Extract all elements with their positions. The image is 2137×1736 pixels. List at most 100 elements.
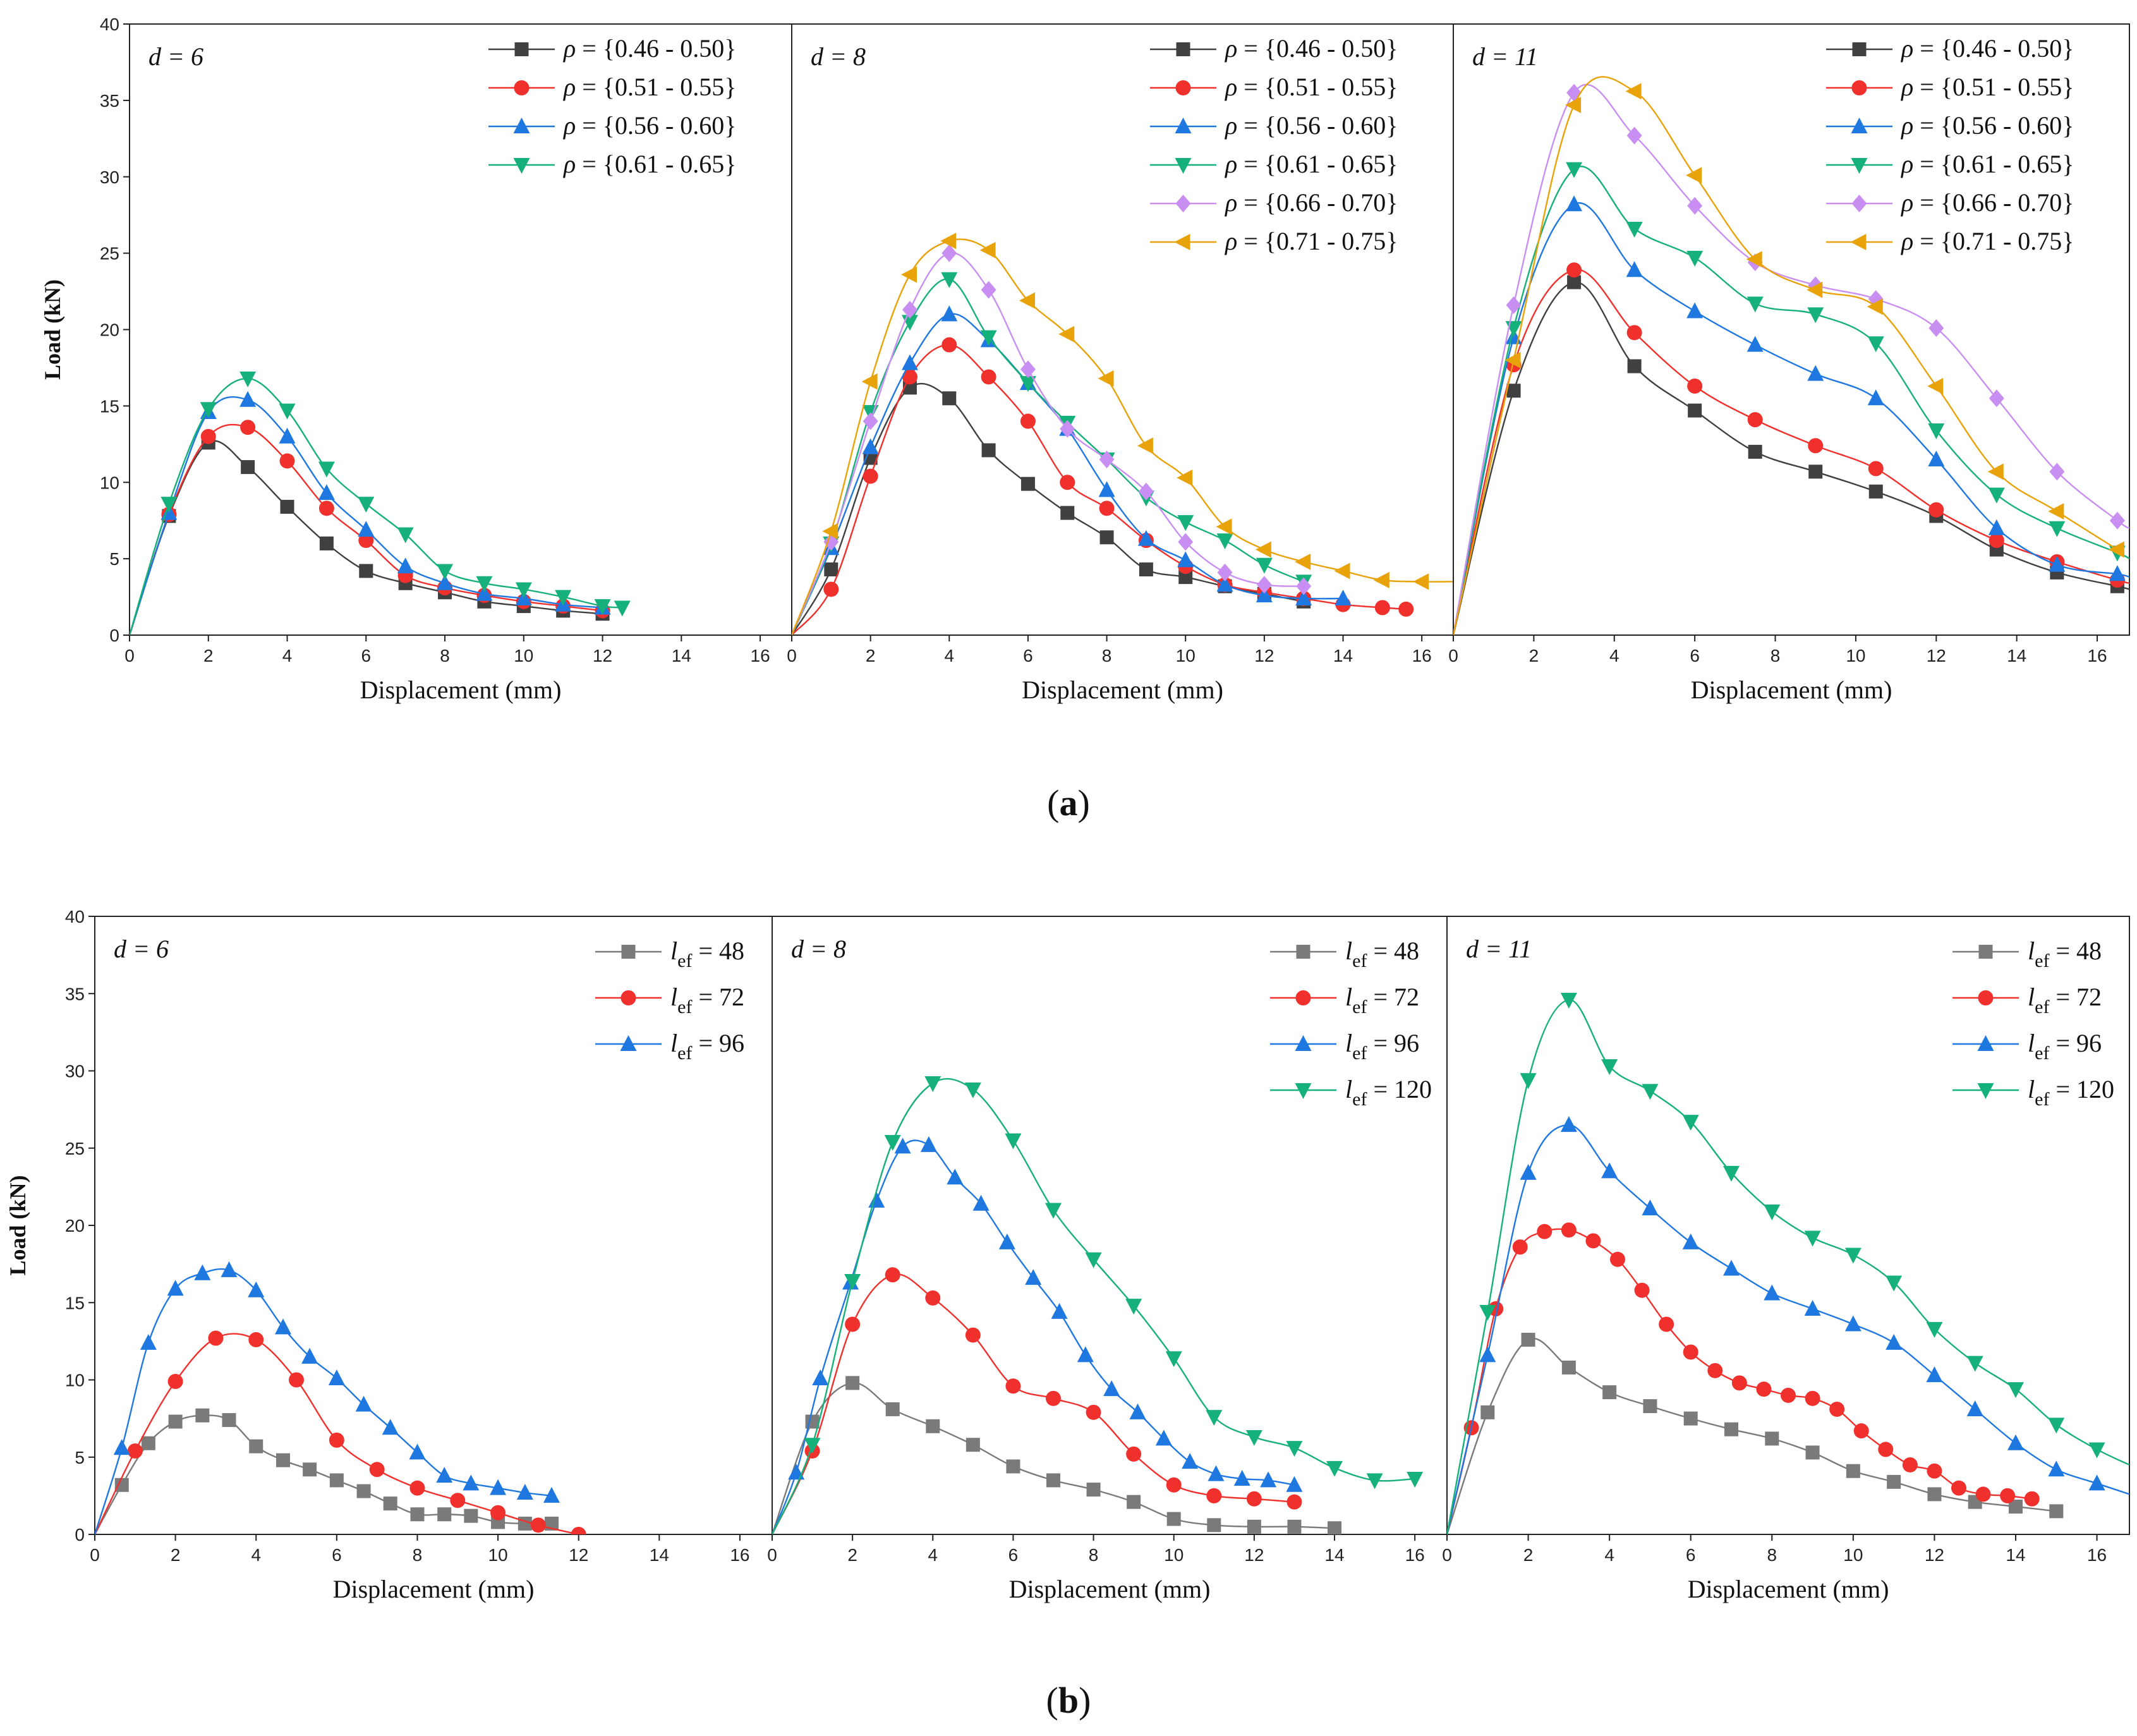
data-point bbox=[515, 582, 532, 598]
data-point bbox=[356, 1484, 371, 1498]
data-point bbox=[1103, 1380, 1120, 1397]
panel-letter-a: (a) bbox=[1047, 782, 1090, 823]
data-point bbox=[981, 369, 996, 385]
data-point bbox=[397, 557, 414, 574]
data-point bbox=[221, 1261, 238, 1277]
data-point bbox=[941, 272, 958, 288]
data-point bbox=[1098, 481, 1115, 497]
data-point bbox=[318, 461, 335, 478]
data-point bbox=[1626, 325, 1642, 341]
data-point bbox=[1887, 1474, 1901, 1489]
data-point bbox=[824, 562, 838, 577]
data-point bbox=[1747, 412, 1763, 428]
y-tick-label: 20 bbox=[100, 320, 119, 340]
data-point bbox=[1217, 563, 1233, 581]
data-point bbox=[1846, 1464, 1860, 1478]
data-point bbox=[1060, 420, 1075, 438]
data-point bbox=[2000, 1488, 2016, 1503]
x-tick-label: 6 bbox=[361, 646, 371, 665]
series-line bbox=[792, 344, 1407, 635]
data-point bbox=[1099, 450, 1115, 468]
y-tick-label: 30 bbox=[100, 167, 119, 187]
data-point bbox=[1748, 444, 1762, 459]
legend-item: ρ = {0.66 - 0.70} bbox=[1826, 188, 2074, 217]
data-point bbox=[1020, 360, 1036, 379]
data-point bbox=[1479, 1346, 1496, 1363]
data-point bbox=[329, 1432, 344, 1448]
x-tick-label: 4 bbox=[928, 1545, 938, 1565]
data-point bbox=[1724, 1422, 1738, 1436]
data-point bbox=[1060, 475, 1075, 490]
series-3 bbox=[1453, 195, 2129, 635]
plot-frame bbox=[1446, 916, 2130, 1535]
data-point bbox=[1567, 275, 1582, 289]
series-6 bbox=[1453, 76, 2124, 635]
data-point bbox=[1295, 589, 1312, 605]
legend-item: ρ = {0.51 - 0.55} bbox=[488, 73, 736, 101]
data-point bbox=[571, 1527, 586, 1534]
x-tick-label: 16 bbox=[1412, 646, 1432, 665]
data-point bbox=[924, 1076, 941, 1093]
data-point bbox=[901, 354, 918, 370]
data-point bbox=[1807, 365, 1824, 381]
data-point bbox=[925, 1290, 941, 1306]
data-point bbox=[902, 301, 917, 319]
x-tick-label: 6 bbox=[1690, 646, 1700, 665]
legend-label: lef = 72 bbox=[1345, 983, 1419, 1017]
panel-d-label: d = 6 bbox=[148, 42, 203, 71]
data-point bbox=[248, 1332, 264, 1347]
data-point bbox=[1098, 370, 1114, 387]
legend-label: lef = 72 bbox=[2028, 983, 2102, 1017]
x-axis-label: Displacement (mm) bbox=[1688, 1575, 1889, 1603]
data-point bbox=[1764, 1284, 1781, 1301]
data-point bbox=[1165, 1351, 1182, 1368]
legend-label: ρ = {0.46 - 0.50} bbox=[1900, 34, 2074, 63]
data-point bbox=[981, 281, 996, 299]
series-3 bbox=[130, 391, 611, 635]
data-point bbox=[1046, 1390, 1061, 1406]
data-point bbox=[1137, 437, 1153, 454]
legend-item: lef = 96 bbox=[1952, 1029, 2102, 1064]
y-tick-label: 20 bbox=[65, 1216, 85, 1235]
data-point bbox=[383, 1496, 397, 1511]
data-point bbox=[1334, 562, 1350, 580]
data-point bbox=[1125, 1299, 1142, 1315]
data-point bbox=[222, 1413, 236, 1428]
y-tick-label: 10 bbox=[65, 1371, 85, 1390]
data-point bbox=[450, 1493, 466, 1508]
legend-item: ρ = {0.51 - 0.55} bbox=[1826, 73, 2074, 101]
data-point bbox=[972, 1194, 990, 1211]
data-point bbox=[141, 1436, 155, 1450]
data-point bbox=[1077, 1346, 1094, 1363]
series-4 bbox=[130, 371, 631, 635]
x-tick-label: 16 bbox=[2087, 646, 2107, 665]
x-axis-label: Displacement (mm) bbox=[360, 676, 562, 704]
x-tick-label: 2 bbox=[1523, 1545, 1534, 1565]
data-point bbox=[114, 1478, 129, 1492]
x-tick-label: 6 bbox=[1686, 1545, 1696, 1565]
x-axis-label: Displacement (mm) bbox=[1022, 676, 1223, 704]
x-tick-label: 4 bbox=[282, 646, 293, 665]
data-point bbox=[530, 1517, 546, 1533]
data-point bbox=[1019, 376, 1036, 392]
data-point bbox=[301, 1347, 318, 1364]
data-point bbox=[1682, 1115, 1699, 1131]
data-point bbox=[1686, 302, 1704, 319]
data-point bbox=[920, 1136, 937, 1152]
data-point bbox=[1233, 1469, 1250, 1486]
series-line bbox=[1447, 1124, 2129, 1534]
legend-item: ρ = {0.61 - 0.65} bbox=[1150, 150, 1398, 178]
data-point bbox=[1988, 519, 2005, 535]
x-tick-label: 12 bbox=[1927, 646, 1946, 665]
data-point bbox=[1206, 1488, 1222, 1503]
series-2 bbox=[772, 1267, 1302, 1534]
x-tick-label: 16 bbox=[1405, 1545, 1425, 1565]
data-point bbox=[1642, 1199, 1659, 1216]
x-tick-label: 8 bbox=[1089, 1545, 1099, 1565]
data-point bbox=[845, 1316, 861, 1332]
data-point bbox=[1805, 1390, 1820, 1406]
data-point bbox=[1129, 1403, 1146, 1419]
x-axis-label: Displacement (mm) bbox=[1009, 1575, 1211, 1603]
data-point bbox=[980, 330, 997, 346]
legend-marker bbox=[1851, 80, 1867, 95]
